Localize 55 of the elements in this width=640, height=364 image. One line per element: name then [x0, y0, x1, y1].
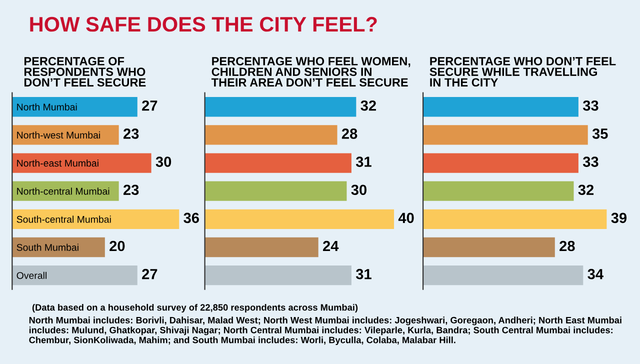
y-tick-label: Overall — [16, 272, 46, 279]
bar — [423, 97, 578, 117]
data-label: 28 — [342, 128, 358, 139]
y-tick-label: North-west Mumbai — [17, 131, 100, 139]
bar — [204, 125, 338, 145]
data-label: 33 — [582, 100, 598, 111]
chart-title: HOW SAFE DOES THE CITY FEEL? — [30, 16, 377, 32]
bar — [12, 237, 105, 258]
bar — [12, 209, 180, 230]
bar — [423, 153, 578, 173]
data-label: 32 — [578, 184, 594, 196]
chart-subtitle: PERCENTAGE WHO DON’T FEEL SECURE WHILE TRAVELLING IN THE CITY — [430, 57, 616, 87]
bar — [12, 266, 138, 286]
bar — [204, 97, 356, 117]
data-label: 33 — [582, 156, 598, 167]
data-label: 36 — [184, 212, 199, 224]
data-label: 24 — [323, 240, 339, 252]
bar — [204, 153, 352, 173]
bar — [423, 237, 555, 258]
bar — [423, 209, 607, 230]
chart-subtitle: PERCENTAGE WHO FEEL WOMEN, CHILDREN AND SENIORS IN THEIR AREA DON’T FEEL SECURE — [211, 57, 410, 87]
data-label: 23 — [124, 184, 139, 196]
y-tick-label: South Mumbai — [16, 244, 78, 251]
bar — [204, 266, 352, 286]
data-label: 28 — [560, 240, 575, 252]
bar — [12, 125, 119, 145]
text: (Data based on a household survey of 22,850 respondents across Mumbai) — [32, 304, 358, 312]
bar — [423, 181, 574, 201]
bar — [12, 97, 138, 117]
y-tick-label: North-east Mumbai — [17, 159, 98, 167]
bar — [423, 125, 588, 145]
data-label: 20 — [110, 240, 125, 252]
data-label: 23 — [124, 128, 139, 139]
data-label: 31 — [356, 268, 372, 280]
data-label: 27 — [142, 100, 158, 111]
bar — [423, 266, 584, 286]
bar — [204, 181, 347, 201]
data-label: 39 — [611, 212, 627, 224]
data-label: 31 — [356, 156, 372, 167]
data-label: 30 — [351, 184, 367, 196]
y-tick-label: South-central Mumbai — [16, 216, 111, 223]
bar — [204, 209, 394, 230]
y-tick-label: North Mumbai — [17, 103, 77, 110]
data-label: 40 — [398, 212, 414, 224]
chart-subtitle: PERCENTAGE OF RESPONDENTS WHO DON’T FEEL SECURE — [24, 57, 146, 87]
bar — [204, 237, 318, 258]
data-label: 32 — [360, 100, 376, 111]
y-tick-label: North-central Mumbai — [17, 188, 110, 195]
data-label: 34 — [588, 268, 604, 280]
data-label: 30 — [156, 156, 172, 167]
bar — [12, 181, 119, 201]
data-label: 35 — [592, 128, 608, 139]
data-label: 27 — [142, 268, 158, 280]
text: North Mumbai includes: Borivli, Dahisar, Malad West; North West Mumbai includes: Jogeshwari, Goregaon, Andheri; North East Mumbai includes: Mulund, Ghatkopar, Shivaji Nagar; North Central Mumbai includes: Vileparle, Kurla, Bandra; South Central Mumbai includes: Chembur, SionKoliwada, Mahim; and South Mumbai includes: Worli, Byculla, Colaba, Malabar Hill. — [29, 316, 622, 346]
bar — [12, 153, 152, 173]
